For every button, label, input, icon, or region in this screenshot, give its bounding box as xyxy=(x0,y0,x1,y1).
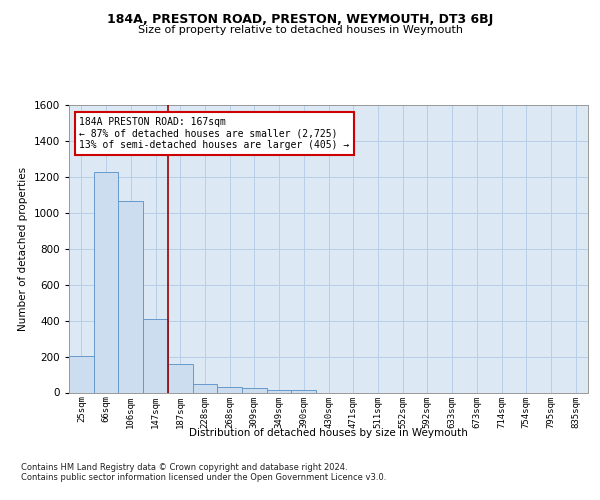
Text: 184A PRESTON ROAD: 167sqm
← 87% of detached houses are smaller (2,725)
13% of se: 184A PRESTON ROAD: 167sqm ← 87% of detac… xyxy=(79,116,350,150)
Text: Size of property relative to detached houses in Weymouth: Size of property relative to detached ho… xyxy=(137,25,463,35)
Bar xyxy=(94,172,118,392)
Text: Contains HM Land Registry data © Crown copyright and database right 2024.: Contains HM Land Registry data © Crown c… xyxy=(21,462,347,471)
Bar xyxy=(69,356,94,393)
Text: 184A, PRESTON ROAD, PRESTON, WEYMOUTH, DT3 6BJ: 184A, PRESTON ROAD, PRESTON, WEYMOUTH, D… xyxy=(107,12,493,26)
Text: Contains public sector information licensed under the Open Government Licence v3: Contains public sector information licen… xyxy=(21,474,386,482)
Text: Distribution of detached houses by size in Weymouth: Distribution of detached houses by size … xyxy=(190,428,468,438)
Bar xyxy=(242,388,267,392)
Bar xyxy=(267,390,292,392)
Bar xyxy=(118,201,143,392)
Bar xyxy=(193,384,217,392)
Bar xyxy=(143,319,168,392)
Bar xyxy=(217,387,242,392)
Bar xyxy=(168,364,193,392)
Y-axis label: Number of detached properties: Number of detached properties xyxy=(18,166,28,331)
Bar xyxy=(292,390,316,392)
